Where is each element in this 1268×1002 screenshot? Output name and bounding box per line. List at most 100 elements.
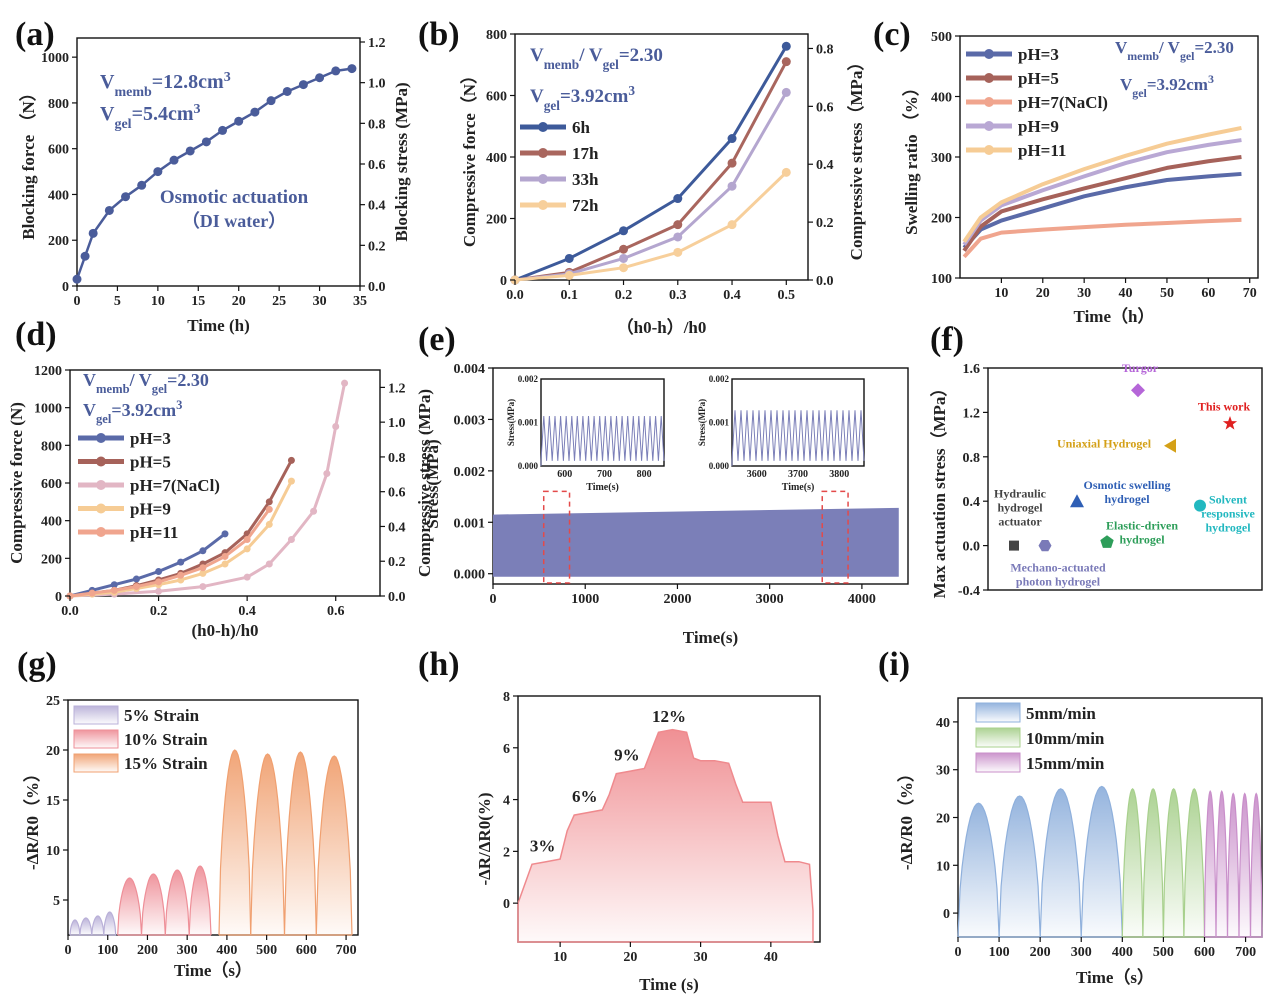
x-tick-label: 15: [191, 294, 205, 309]
point-label: Elastic-driven: [1106, 518, 1178, 532]
x-tick-label: 0: [74, 294, 81, 309]
annotation-ratio: Vmemb/ Vgel=2.30: [83, 370, 209, 396]
signal-peak: [164, 869, 190, 936]
x-tick-label: 600: [1194, 945, 1215, 960]
legend-marker: [96, 433, 106, 443]
x-axis-label: Time(s): [683, 628, 738, 647]
panel-label: (e): [418, 321, 456, 358]
legend-marker: [538, 174, 548, 184]
y-tick-label: 400: [41, 515, 62, 530]
y-tick-label: 20: [936, 812, 950, 827]
data-point: [218, 125, 228, 135]
x-tick-label: 700: [336, 943, 357, 958]
x-tick-label: 30: [694, 950, 708, 965]
legend-label: pH=11: [130, 523, 178, 542]
x-tick-label: 0.2: [615, 288, 633, 303]
y-tick-label: 4: [503, 794, 510, 809]
data-point: [673, 220, 683, 230]
legend-marker: [96, 480, 106, 490]
marker-osmotic: [1070, 494, 1084, 508]
data-point: [155, 568, 163, 576]
y-axis-label: Max actuation stress（MPa）: [929, 380, 949, 599]
y-tick-label: -0.4: [958, 584, 980, 599]
data-point: [201, 137, 211, 147]
y-tick-label: 0: [943, 907, 950, 922]
x-tick-label: 500: [256, 943, 277, 958]
signal-peak: [1215, 789, 1229, 938]
inset-x-tick: 3800: [829, 469, 849, 480]
highlight-box: [821, 490, 849, 584]
point-label: hydrogel: [997, 501, 1043, 515]
annotation-part: 3: [224, 70, 231, 85]
point-label: Osmotic swelling: [1084, 478, 1171, 492]
data-point: [673, 247, 683, 257]
y2-tick-label: 0.0: [816, 274, 834, 289]
annotation-ratio: Vmemb/ Vgel=2.30: [530, 45, 663, 72]
legend-label: 17h: [572, 144, 599, 163]
y2-tick-label: 1.2: [368, 36, 386, 51]
annotation-part: 3: [176, 398, 182, 412]
y-axis-label: -ΔR/R0（%）: [896, 765, 916, 870]
y-tick-label: 2: [503, 845, 510, 860]
y2-tick-label: 0.0: [388, 590, 406, 605]
x-axis-label: Time（h）: [1074, 306, 1155, 326]
annotation-part: V: [100, 103, 115, 125]
y-tick-label: 0: [500, 274, 507, 289]
x-axis-label: Time (h): [187, 316, 250, 335]
data-point: [619, 244, 629, 254]
series-line: [514, 91, 788, 282]
signal-peak: [69, 919, 81, 936]
series-line: [69, 532, 226, 598]
annotation-part: =3.92cm: [1147, 75, 1208, 94]
x-tick-label: 100: [97, 943, 118, 958]
signal-peak: [1249, 792, 1263, 938]
annotation-part: =12.8cm: [152, 71, 224, 93]
data-point: [221, 552, 229, 560]
point-label: Mechano-actuated: [1010, 561, 1106, 575]
data-point: [781, 41, 791, 51]
data-point: [88, 589, 96, 597]
panel-label: (c): [873, 16, 911, 53]
y2-tick-label: 0.4: [368, 199, 386, 214]
y-axis-label: Stress(MPa): [423, 439, 442, 528]
legend-swatch: [975, 752, 1021, 773]
signal-peak: [1183, 787, 1206, 938]
inset-x-tick: 700: [597, 469, 612, 480]
signal-peak: [1203, 789, 1217, 938]
panel-label: (g): [17, 646, 57, 683]
y-tick-label: 1200: [34, 364, 62, 379]
legend-label: pH=9: [130, 500, 171, 519]
data-point: [347, 64, 357, 74]
y-tick-label: 0.002: [454, 465, 486, 480]
y-tick-label: 200: [931, 212, 952, 227]
data-point: [781, 87, 791, 97]
legend-marker: [538, 148, 548, 158]
data-point: [243, 536, 251, 543]
x-tick-label: 500: [1153, 945, 1174, 960]
annotation-part: V: [83, 400, 96, 420]
annotation-part: =3.92cm: [560, 86, 629, 107]
y-tick-label: 0.003: [454, 413, 486, 428]
annotation-part: V: [100, 71, 115, 93]
y-tick-label: 5: [53, 894, 60, 909]
data-point: [619, 226, 629, 236]
annotation-part: gel: [1132, 86, 1147, 100]
annotation-vmemb: Vmemb=12.8cm3: [100, 70, 231, 100]
marker-elastic: [1100, 535, 1114, 548]
annotation-part: =3.92cm: [111, 400, 176, 420]
signal-peak: [315, 755, 353, 936]
x-tick-label: 25: [272, 294, 286, 309]
x-tick-label: 3000: [756, 592, 784, 607]
x-axis-label: （h0-h）/h0: [617, 317, 707, 337]
step-label: 12%: [652, 707, 686, 726]
y-tick-label: 0.004: [454, 362, 486, 377]
plot-frame: [492, 367, 909, 585]
y-tick-label: 1000: [41, 51, 69, 66]
y2-tick-label: 0.2: [368, 239, 386, 254]
data-point: [121, 192, 131, 202]
panel-label: (i): [878, 646, 910, 683]
y-tick-label: 200: [41, 552, 62, 567]
data-point: [781, 167, 791, 177]
annotation-part: =2.30: [1194, 38, 1233, 57]
x-tick-label: 400: [216, 943, 237, 958]
